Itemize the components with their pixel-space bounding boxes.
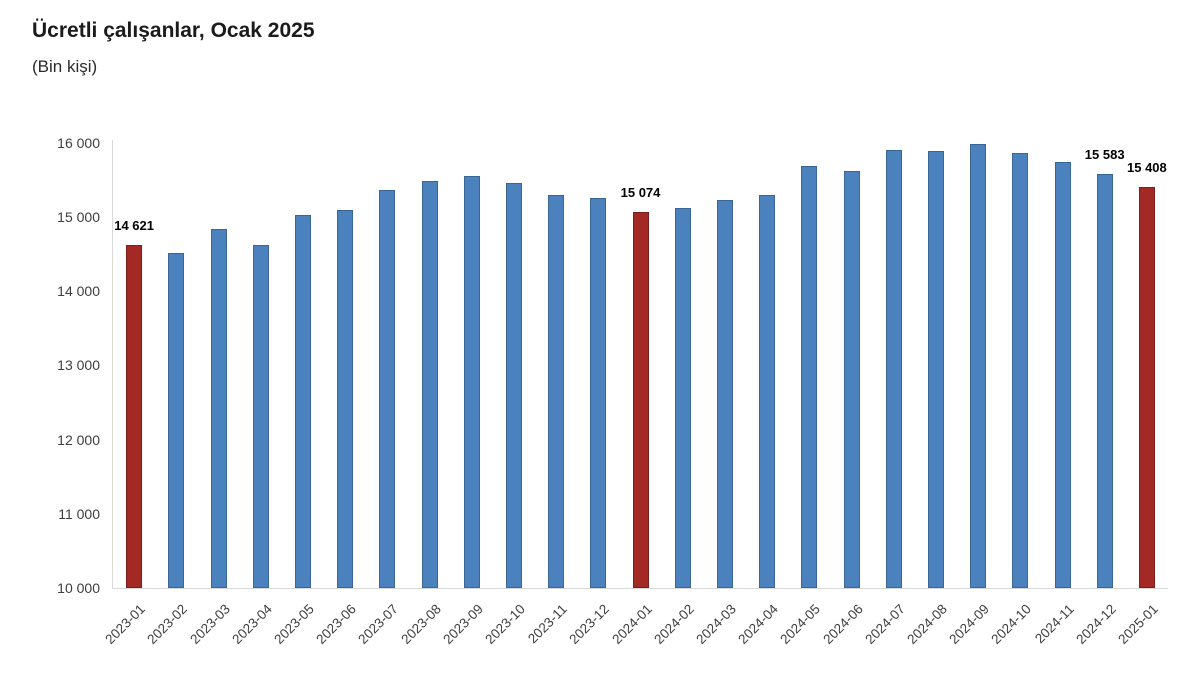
x-label-2024-12: 2024-12 <box>1072 601 1119 647</box>
bar-2024-09 <box>970 143 987 588</box>
bar-2024-06 <box>843 170 860 588</box>
chart-subtitle: (Bin kişi) <box>32 57 98 76</box>
bar-2024-12 <box>1096 173 1113 588</box>
x-label-2023-03: 2023-03 <box>186 601 233 647</box>
x-label-2023-05: 2023-05 <box>271 601 317 647</box>
value-label-2024-12: 15 583 <box>1084 146 1125 162</box>
x-label-2024-07: 2024-07 <box>861 601 908 647</box>
x-label-2023-09: 2023-09 <box>439 601 486 647</box>
bar-2023-08 <box>421 181 438 588</box>
bar-2024-05 <box>801 165 818 588</box>
bar-2023-09 <box>463 176 480 588</box>
chart-title: Ücretli çalışanlar, Ocak 2025 <box>32 19 315 42</box>
x-label-2023-12: 2023-12 <box>566 601 613 647</box>
y-tick-10000: 10 000 <box>57 580 100 596</box>
y-tick-15000: 15 000 <box>57 209 100 225</box>
x-label-2023-11: 2023-11 <box>525 601 571 647</box>
x-label-2024-03: 2024-03 <box>693 601 739 647</box>
x-label-2025-01: 2025-01 <box>1115 601 1161 647</box>
value-label-2025-01: 15 408 <box>1127 159 1167 175</box>
bar-2024-01 <box>632 211 649 588</box>
bar-2023-03 <box>210 228 227 588</box>
x-label-2024-09: 2024-09 <box>946 601 993 647</box>
y-tick-14000: 14 000 <box>57 283 100 300</box>
bar-2024-10 <box>1012 153 1029 588</box>
x-label-2023-10: 2023-10 <box>482 601 528 647</box>
bar-2025-01 <box>1138 186 1155 588</box>
bar-2023-05 <box>294 214 311 588</box>
x-label-2024-05: 2024-05 <box>777 601 824 647</box>
x-label-2023-02: 2023-02 <box>144 601 191 647</box>
bar-2023-04 <box>252 245 269 588</box>
bar-2023-06 <box>337 210 354 588</box>
bar-2023-11 <box>548 194 565 588</box>
value-label-2023-01: 14 621 <box>114 218 154 234</box>
bar-2023-10 <box>505 182 522 588</box>
x-label-2023-01: 2023-01 <box>102 601 149 647</box>
value-label-2024-01: 15 074 <box>620 184 661 200</box>
bar-2024-02 <box>674 208 691 588</box>
x-label-2024-04: 2024-04 <box>735 601 782 647</box>
bar-2023-12 <box>590 198 607 588</box>
y-tick-12000: 12 000 <box>57 431 100 448</box>
x-label-2023-04: 2023-04 <box>228 601 275 647</box>
bar-2024-07 <box>885 150 902 588</box>
bar-2023-07 <box>379 190 396 588</box>
x-label-2024-06: 2024-06 <box>819 601 866 647</box>
x-label-2024-02: 2024-02 <box>650 601 697 647</box>
bar-2023-01 <box>126 245 143 588</box>
bar-2024-08 <box>927 150 944 588</box>
x-label-2024-11: 2024-11 <box>1031 601 1077 647</box>
x-label-2023-06: 2023-06 <box>313 601 360 647</box>
x-label-2024-08: 2024-08 <box>904 601 950 647</box>
bar-2024-11 <box>1054 162 1071 588</box>
x-label-2024-01: 2024-01 <box>608 601 655 647</box>
x-label-2023-08: 2023-08 <box>397 601 444 647</box>
y-tick-11000: 11 000 <box>58 505 100 522</box>
y-tick-13000: 13 000 <box>57 357 100 374</box>
y-tick-16000: 16 000 <box>57 134 100 151</box>
bar-2024-04 <box>759 195 776 588</box>
x-label-2024-10: 2024-10 <box>988 601 1035 647</box>
bar-2024-03 <box>716 199 733 588</box>
y-axis-line <box>112 140 113 588</box>
x-label-2023-07: 2023-07 <box>355 601 402 647</box>
bar-2023-02 <box>168 252 185 588</box>
x-axis-line <box>112 588 1168 589</box>
